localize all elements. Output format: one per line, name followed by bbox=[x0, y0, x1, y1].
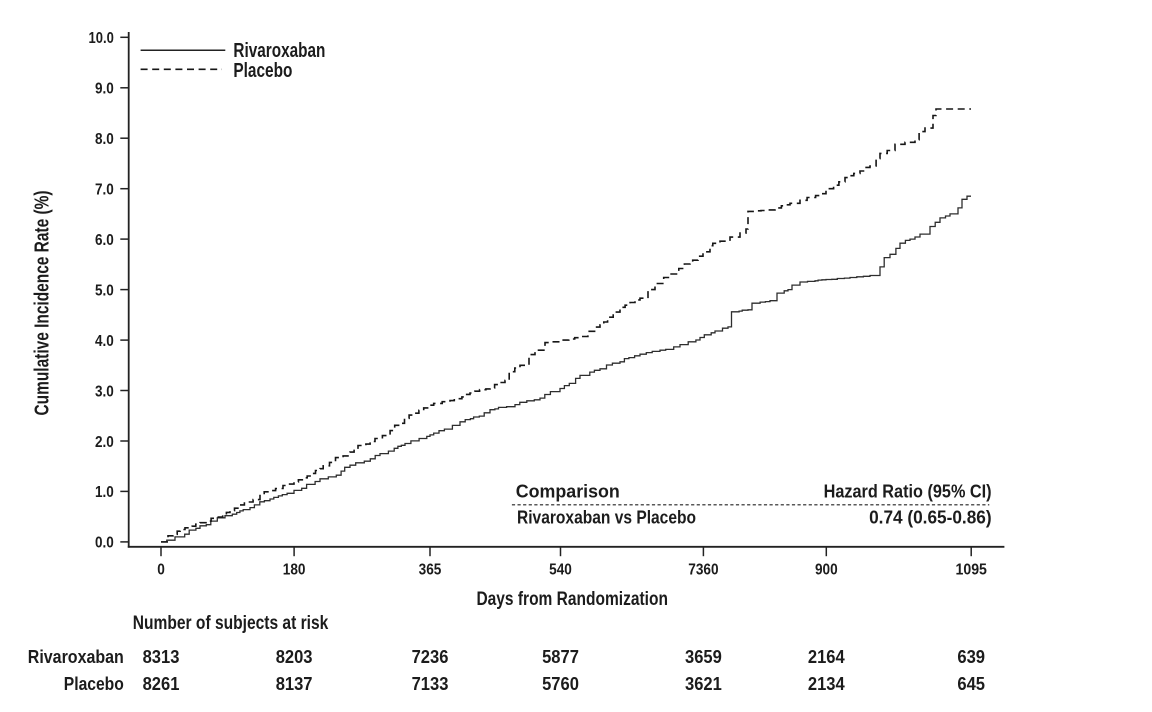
svg-text:Placebo: Placebo bbox=[64, 674, 124, 694]
svg-text:9.0: 9.0 bbox=[95, 81, 114, 98]
svg-text:7360: 7360 bbox=[688, 561, 718, 578]
svg-text:5.0: 5.0 bbox=[95, 282, 114, 299]
svg-text:2.0: 2.0 bbox=[95, 434, 114, 451]
svg-text:10.0: 10.0 bbox=[89, 30, 114, 47]
svg-text:1095: 1095 bbox=[956, 561, 987, 578]
svg-text:5760: 5760 bbox=[542, 674, 579, 694]
svg-text:639: 639 bbox=[957, 647, 985, 667]
svg-text:2164: 2164 bbox=[808, 647, 845, 667]
svg-text:365: 365 bbox=[419, 561, 442, 578]
svg-text:540: 540 bbox=[549, 561, 572, 578]
svg-text:5877: 5877 bbox=[542, 647, 579, 667]
svg-text:8.0: 8.0 bbox=[95, 131, 114, 148]
svg-text:4.0: 4.0 bbox=[95, 333, 114, 350]
svg-text:1.0: 1.0 bbox=[95, 484, 114, 501]
svg-text:3.0: 3.0 bbox=[95, 383, 114, 400]
svg-text:7133: 7133 bbox=[412, 674, 449, 694]
svg-text:Rivaroxaban: Rivaroxaban bbox=[28, 647, 124, 667]
svg-text:180: 180 bbox=[283, 561, 306, 578]
svg-text:8203: 8203 bbox=[276, 647, 313, 667]
svg-text:Days from Randomization: Days from Randomization bbox=[476, 589, 668, 610]
svg-text:Number of subjects at risk: Number of subjects at risk bbox=[133, 613, 329, 634]
svg-text:8261: 8261 bbox=[143, 674, 180, 694]
svg-text:0.0: 0.0 bbox=[95, 535, 114, 552]
svg-text:7.0: 7.0 bbox=[95, 182, 114, 199]
svg-text:645: 645 bbox=[957, 674, 985, 694]
svg-text:3659: 3659 bbox=[685, 647, 722, 667]
svg-text:Rivaroxaban: Rivaroxaban bbox=[233, 40, 325, 62]
svg-text:0.74 (0.65-0.86): 0.74 (0.65-0.86) bbox=[869, 508, 992, 528]
svg-text:Hazard Ratio (95% CI): Hazard Ratio (95% CI) bbox=[824, 481, 992, 501]
svg-text:Comparison: Comparison bbox=[516, 481, 620, 501]
svg-text:7236: 7236 bbox=[412, 647, 449, 667]
svg-text:Rivaroxaban vs Placebo: Rivaroxaban vs Placebo bbox=[517, 508, 696, 528]
svg-text:6.0: 6.0 bbox=[95, 232, 114, 249]
svg-text:2134: 2134 bbox=[808, 674, 845, 694]
svg-text:8313: 8313 bbox=[143, 647, 180, 667]
svg-text:8137: 8137 bbox=[276, 674, 313, 694]
svg-text:0: 0 bbox=[157, 561, 165, 578]
svg-text:Placebo: Placebo bbox=[233, 60, 292, 82]
svg-text:3621: 3621 bbox=[685, 674, 722, 694]
svg-text:900: 900 bbox=[815, 561, 838, 578]
svg-text:Cumulative Incidence Rate (%): Cumulative Incidence Rate (%) bbox=[32, 191, 54, 416]
